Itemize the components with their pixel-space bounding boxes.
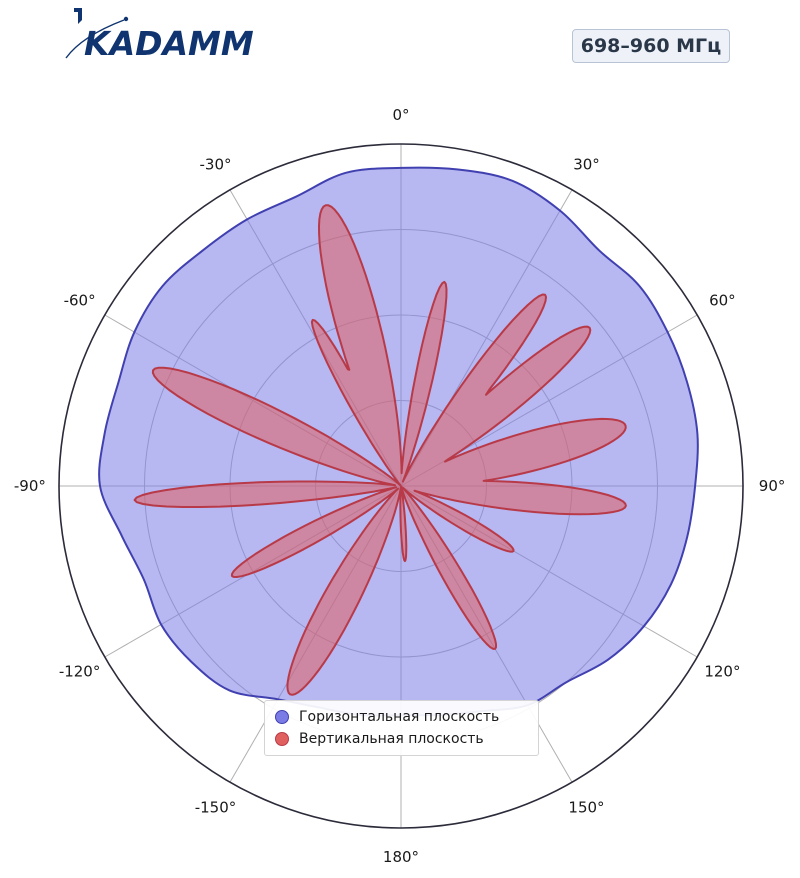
angle-tick-label: 60°	[709, 292, 736, 310]
angle-tick-label: 180°	[383, 848, 419, 866]
angle-tick-label: -120°	[59, 663, 101, 681]
angle-tick-label: -150°	[195, 798, 237, 816]
angle-tick-label: 120°	[704, 663, 740, 681]
legend-marker-vertical	[275, 732, 289, 746]
legend-label-vertical: Вертикальная плоскость	[299, 731, 484, 747]
frequency-band-badge: 698–960 МГц	[572, 29, 730, 63]
logo-flag	[74, 8, 82, 24]
angle-labels: 0° 30° 60° 90° 120° 150° 180° -150° -120° -90° -60…	[14, 106, 785, 866]
angle-tick-label: -30°	[200, 156, 232, 174]
angle-tick-label: 0°	[392, 106, 409, 124]
logo-swoosh	[65, 19, 125, 59]
angle-tick-label: -90°	[14, 477, 46, 495]
legend-marker-horizontal	[275, 710, 289, 724]
kadamm-logo: KADAMM	[65, 8, 254, 62]
frequency-band-label: 698–960 МГц	[580, 35, 722, 57]
polar-frame	[58, 143, 744, 829]
series-vertical-area	[133, 204, 627, 696]
legend-item-vertical: Вертикальная плоскость	[275, 728, 528, 750]
angle-tick-label: -60°	[64, 292, 96, 310]
logo-dot	[123, 16, 129, 22]
angle-tick-label: 150°	[568, 798, 604, 816]
legend-label-horizontal: Горизонтальная плоскость	[299, 709, 500, 725]
polar-outer-circle	[58, 143, 744, 829]
angle-tick-label: 90°	[759, 477, 786, 495]
legend: Горизонтальная плоскость Вертикальная пл…	[264, 700, 539, 756]
logo-text: KADAMM	[84, 24, 254, 62]
series-layer	[98, 166, 699, 717]
legend-item-horizontal: Горизонтальная плоскость	[275, 706, 528, 728]
angle-tick-label: 30°	[573, 156, 600, 174]
